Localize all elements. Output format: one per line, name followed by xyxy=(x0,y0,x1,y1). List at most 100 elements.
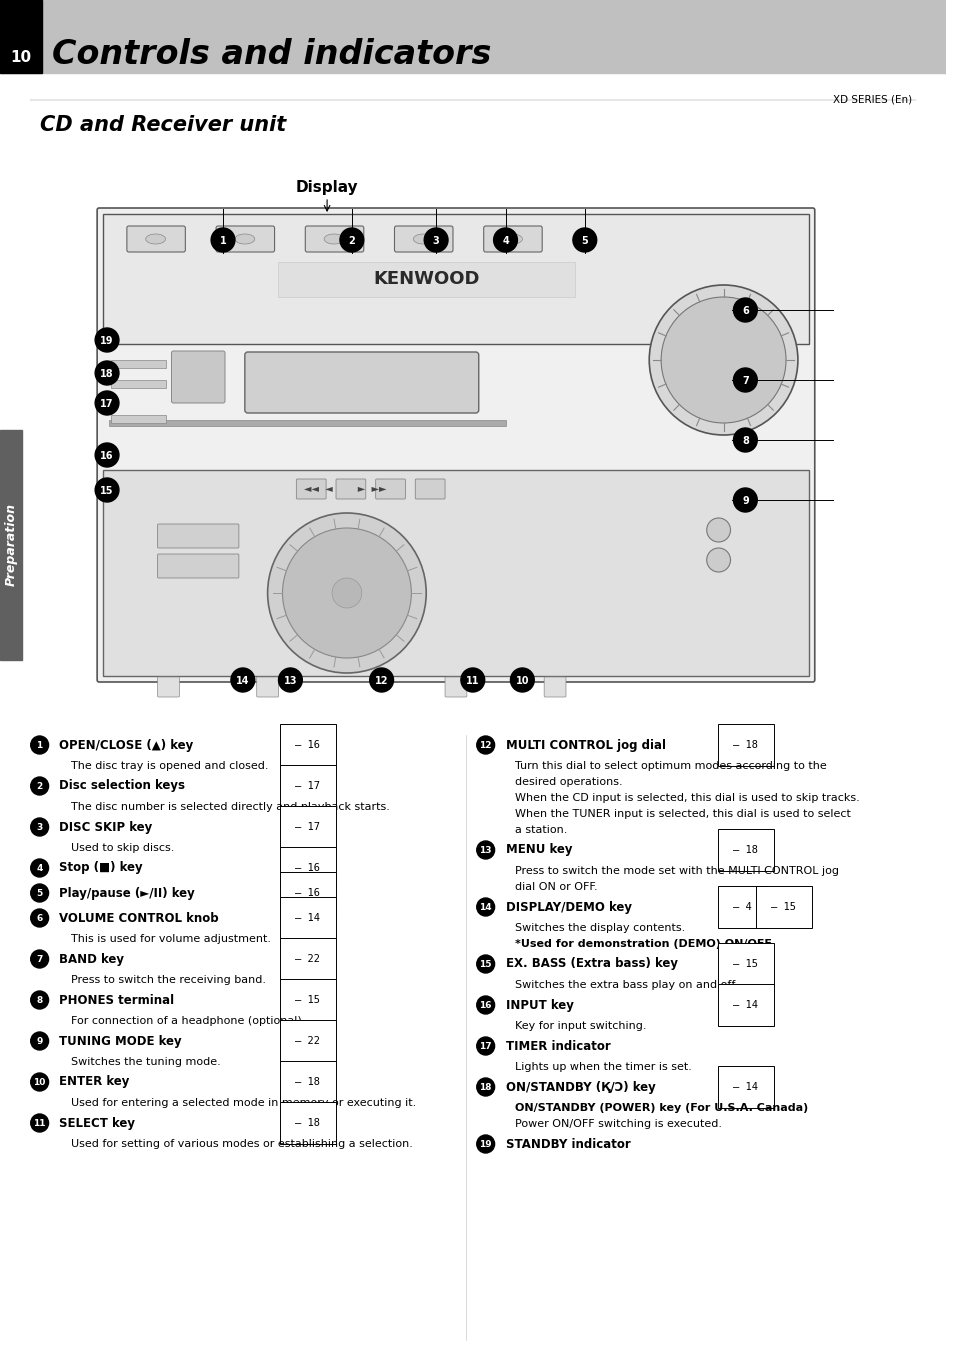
Text: – 14: – 14 xyxy=(295,913,320,923)
Text: 1: 1 xyxy=(36,740,43,750)
Text: 6: 6 xyxy=(741,305,748,316)
Circle shape xyxy=(30,736,49,754)
Text: – 22: – 22 xyxy=(295,954,320,965)
Text: Controls and indicators: Controls and indicators xyxy=(51,38,491,70)
Text: 11: 11 xyxy=(466,676,479,686)
Text: Disc selection keys: Disc selection keys xyxy=(59,780,185,793)
Text: Display: Display xyxy=(295,180,358,195)
Circle shape xyxy=(476,1135,494,1152)
FancyBboxPatch shape xyxy=(127,226,185,253)
Circle shape xyxy=(370,667,393,692)
Circle shape xyxy=(30,1032,49,1050)
Ellipse shape xyxy=(146,234,166,245)
Circle shape xyxy=(573,228,596,253)
Text: – 14: – 14 xyxy=(733,1082,758,1092)
Text: 9: 9 xyxy=(36,1038,43,1046)
Text: ON/STANDBY (POWER) key (For U.S.A. Canada): ON/STANDBY (POWER) key (For U.S.A. Canad… xyxy=(515,1102,808,1113)
Text: 8: 8 xyxy=(36,996,43,1005)
Text: 17: 17 xyxy=(478,1042,492,1051)
FancyBboxPatch shape xyxy=(415,480,445,499)
Text: 3: 3 xyxy=(433,236,439,246)
Circle shape xyxy=(660,297,785,423)
Text: Play/pause (►/II) key: Play/pause (►/II) key xyxy=(59,886,195,900)
Text: – 18: – 18 xyxy=(295,1077,320,1088)
Circle shape xyxy=(95,361,119,385)
Circle shape xyxy=(95,443,119,467)
Circle shape xyxy=(476,842,494,859)
Circle shape xyxy=(30,909,49,927)
Circle shape xyxy=(460,667,484,692)
Text: Switches the display contents.: Switches the display contents. xyxy=(515,923,685,934)
Circle shape xyxy=(510,667,534,692)
Text: – 15: – 15 xyxy=(733,959,758,969)
Circle shape xyxy=(493,228,517,253)
Text: ON/STANDBY (Қ/Ɔ) key: ON/STANDBY (Қ/Ɔ) key xyxy=(505,1081,655,1093)
Text: Used to skip discs.: Used to skip discs. xyxy=(71,843,174,852)
Text: When the CD input is selected, this dial is used to skip tracks.: When the CD input is selected, this dial… xyxy=(515,793,860,802)
Text: The disc number is selected directly and playback starts.: The disc number is selected directly and… xyxy=(71,802,390,812)
Text: INPUT key: INPUT key xyxy=(505,998,573,1012)
Circle shape xyxy=(95,390,119,415)
Text: Press to switch the receiving band.: Press to switch the receiving band. xyxy=(71,975,266,985)
Circle shape xyxy=(476,898,494,916)
Text: SELECT key: SELECT key xyxy=(59,1116,135,1129)
Text: 14: 14 xyxy=(478,902,492,912)
Text: – 16: – 16 xyxy=(295,863,320,873)
Text: 18: 18 xyxy=(100,369,113,380)
Circle shape xyxy=(649,285,797,435)
Circle shape xyxy=(476,736,494,754)
FancyBboxPatch shape xyxy=(543,677,565,697)
Circle shape xyxy=(424,228,448,253)
FancyBboxPatch shape xyxy=(172,351,225,403)
FancyBboxPatch shape xyxy=(97,208,814,682)
FancyBboxPatch shape xyxy=(157,554,238,578)
Text: DISPLAY/DEMO key: DISPLAY/DEMO key xyxy=(505,901,631,913)
Circle shape xyxy=(733,299,757,322)
Text: 18: 18 xyxy=(479,1084,492,1092)
Text: 5: 5 xyxy=(580,236,588,246)
Text: Switches the tuning mode.: Switches the tuning mode. xyxy=(71,1056,221,1067)
Text: 12: 12 xyxy=(479,740,492,750)
FancyBboxPatch shape xyxy=(256,677,278,697)
Text: TUNING MODE key: TUNING MODE key xyxy=(59,1035,182,1047)
Text: KENWOOD: KENWOOD xyxy=(373,270,479,288)
Text: The disc tray is opened and closed.: The disc tray is opened and closed. xyxy=(71,761,269,771)
Text: Used for setting of various modes or establishing a selection.: Used for setting of various modes or est… xyxy=(71,1139,413,1148)
Circle shape xyxy=(706,517,730,542)
Circle shape xyxy=(30,1073,49,1092)
Text: Used for entering a selected mode in memory or executing it.: Used for entering a selected mode in mem… xyxy=(71,1098,416,1108)
Text: – 16: – 16 xyxy=(295,888,320,898)
Text: 16: 16 xyxy=(100,451,113,461)
Text: – 18: – 18 xyxy=(295,1119,320,1128)
Text: Turn this dial to select optimum modes according to the: Turn this dial to select optimum modes a… xyxy=(515,761,826,771)
Text: 10: 10 xyxy=(10,50,31,65)
Circle shape xyxy=(733,488,757,512)
Text: VOLUME CONTROL knob: VOLUME CONTROL knob xyxy=(59,912,219,924)
FancyBboxPatch shape xyxy=(395,226,453,253)
Text: 5: 5 xyxy=(36,889,43,898)
Text: 4: 4 xyxy=(501,236,508,246)
Bar xyxy=(109,420,505,426)
Text: 13: 13 xyxy=(479,846,492,855)
Circle shape xyxy=(476,996,494,1015)
Text: PHONES terminal: PHONES terminal xyxy=(59,993,174,1006)
Circle shape xyxy=(30,884,49,902)
Bar xyxy=(277,262,575,297)
Text: – 18: – 18 xyxy=(733,740,758,750)
Text: – 17: – 17 xyxy=(295,781,320,790)
Text: 15: 15 xyxy=(100,486,113,496)
Bar xyxy=(103,470,808,676)
Circle shape xyxy=(282,528,411,658)
Text: a station.: a station. xyxy=(515,825,567,835)
Text: 10: 10 xyxy=(515,676,529,686)
Text: desired operations.: desired operations. xyxy=(515,777,622,788)
Circle shape xyxy=(30,992,49,1009)
Circle shape xyxy=(476,955,494,973)
FancyBboxPatch shape xyxy=(375,480,405,499)
Circle shape xyxy=(30,950,49,969)
Text: 13: 13 xyxy=(283,676,296,686)
Text: – 14: – 14 xyxy=(733,1000,758,1011)
Bar xyxy=(111,380,166,388)
Circle shape xyxy=(30,859,49,877)
Text: STANDBY indicator: STANDBY indicator xyxy=(505,1138,630,1151)
